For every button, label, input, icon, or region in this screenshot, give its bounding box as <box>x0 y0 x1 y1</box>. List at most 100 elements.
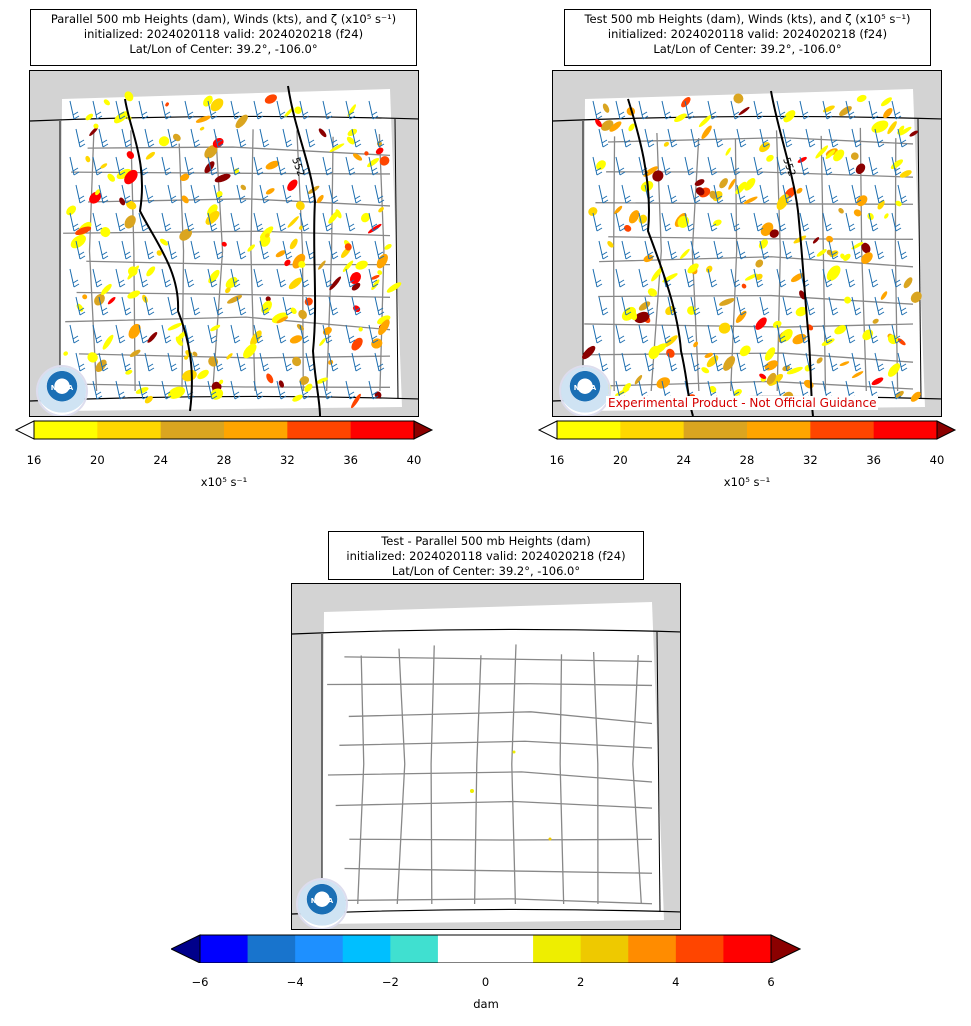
wind-barb <box>799 100 810 120</box>
vorticity-shading <box>319 337 327 346</box>
vorticity-shading <box>113 111 129 124</box>
wind-barb <box>891 212 902 232</box>
wind-barb <box>328 352 339 372</box>
difference-shading <box>512 750 516 754</box>
vorticity-shading <box>826 265 841 281</box>
wind-barb <box>190 240 201 260</box>
wind-barb <box>230 100 241 120</box>
vorticity-shading <box>265 188 275 195</box>
wind-barb <box>207 100 218 120</box>
cbar-segment <box>485 935 534 963</box>
wind-barb <box>115 100 126 120</box>
wind-barb <box>282 296 293 316</box>
vorticity-shading <box>347 104 356 117</box>
wind-barb <box>874 184 885 204</box>
wind-barb <box>259 128 270 148</box>
vorticity-shading <box>910 391 921 402</box>
vorticity-shading <box>377 315 391 325</box>
vorticity-shading <box>880 291 888 300</box>
vorticity-shading <box>815 145 829 159</box>
vorticity-shading <box>127 290 141 299</box>
vorticity-shading <box>887 121 897 135</box>
cbar-segment <box>224 421 288 439</box>
vorticity-shading <box>883 108 893 119</box>
cbar-segment <box>873 421 938 439</box>
wind-barb <box>230 212 241 232</box>
cbar-segment <box>723 935 772 963</box>
vorticity-shading <box>351 393 361 409</box>
wind-barb <box>753 212 764 232</box>
vorticity-shading <box>316 377 328 384</box>
wind-barb <box>684 100 695 120</box>
county-border <box>348 711 653 725</box>
vorticity-shading <box>219 379 224 385</box>
vorticity-shading <box>634 375 643 385</box>
wind-barb <box>891 268 902 288</box>
vorticity-shading <box>355 260 368 270</box>
wind-barb <box>667 184 678 204</box>
difference-shading <box>548 837 552 841</box>
wind-barb <box>121 296 132 316</box>
vorticity-shading <box>292 356 302 367</box>
wind-barb <box>615 100 626 120</box>
vorticity-shading <box>264 233 270 238</box>
wind-barb <box>891 156 902 176</box>
wind-barb <box>213 240 224 260</box>
vorticity-shading <box>75 226 92 235</box>
wind-barb <box>69 268 80 288</box>
wind-barb <box>822 212 833 232</box>
vorticity-shading <box>595 119 602 128</box>
wind-barb <box>615 212 626 232</box>
wind-barb <box>184 324 195 344</box>
wind-barb <box>276 380 287 400</box>
wind-barb <box>328 184 339 204</box>
vorticity-shading <box>370 275 380 280</box>
panel2-title-line3: Lat/Lon of Center: 39.2°, -106.0° <box>653 42 842 56</box>
wind-barb <box>144 184 155 204</box>
vorticity-shading <box>379 156 390 166</box>
wind-barb <box>753 324 764 344</box>
panel3-title-line3: Lat/Lon of Center: 39.2°, -106.0° <box>391 564 581 578</box>
cbar-segment <box>287 421 352 439</box>
vorticity-shading <box>772 320 782 328</box>
wind-barb <box>236 128 247 148</box>
cbar-over-arrow <box>936 420 957 440</box>
wind-barb <box>253 380 264 400</box>
county-border <box>430 645 435 905</box>
vorticity-shading <box>124 91 134 102</box>
vorticity-shading <box>764 360 779 371</box>
vorticity-shading <box>298 225 303 230</box>
cbar-under-arrow <box>14 420 35 440</box>
wind-barb <box>644 240 655 260</box>
wind-barb <box>782 184 793 204</box>
wind-barb <box>184 156 195 176</box>
wind-barb <box>345 324 356 344</box>
vorticity-shading <box>783 110 796 123</box>
wind-barb <box>690 296 701 316</box>
wind-barb <box>690 240 701 260</box>
wind-barb <box>592 212 603 232</box>
vorticity-shading <box>177 331 187 341</box>
wind-barb <box>874 352 885 372</box>
wind-barb <box>661 324 672 344</box>
vorticity-shading <box>233 168 240 174</box>
wind-barb <box>868 156 879 176</box>
vorticity-shading <box>360 212 371 223</box>
wind-barb <box>98 184 109 204</box>
wind-barb <box>98 352 109 372</box>
county-border <box>87 146 391 157</box>
wind-barb <box>75 184 86 204</box>
vorticity-shading <box>235 114 248 129</box>
wind-barb <box>621 128 632 148</box>
vorticity-shading <box>851 242 864 250</box>
cbar-segment <box>557 421 621 439</box>
vorticity-shading <box>85 113 94 121</box>
wind-barb <box>207 212 218 232</box>
vorticity-shading <box>289 335 303 344</box>
wind-barb <box>92 212 103 232</box>
wind-barb <box>661 100 672 120</box>
county-border <box>327 771 653 783</box>
wind-barb <box>282 240 293 260</box>
wind-barb <box>322 324 333 344</box>
wind-barb <box>667 240 678 260</box>
